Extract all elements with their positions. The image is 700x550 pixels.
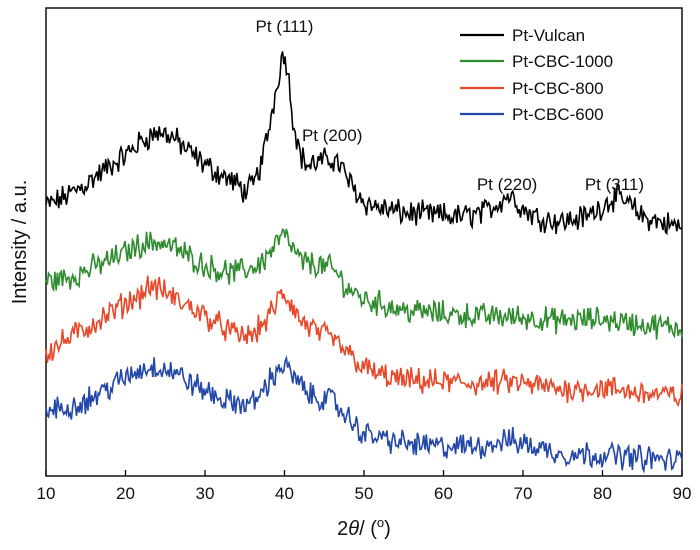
peak-label-pt-220: Pt (220)	[477, 175, 537, 194]
peak-label-pt-311: Pt (311)	[585, 175, 644, 194]
x-axis-label-degree: o	[377, 515, 384, 530]
peak-label-pt-111: Pt (111)	[256, 17, 314, 36]
peak-label-pt-200: Pt (200)	[302, 126, 362, 145]
series-line-pt-cbc-1000	[45, 228, 683, 340]
legend-label-pt-cbc-1000: Pt-CBC-1000	[512, 52, 613, 71]
x-axis-label-theta: θ	[348, 518, 359, 540]
x-tick-label: 20	[116, 484, 135, 503]
x-ticks: 10 20 30 40 50 60 70 80 90	[37, 470, 692, 503]
x-tick-label: 70	[514, 484, 533, 503]
x-tick-label: 50	[355, 484, 374, 503]
x-tick-label: 60	[434, 484, 453, 503]
legend-label-pt-cbc-800: Pt-CBC-800	[512, 79, 604, 98]
legend: Pt-Vulcan Pt-CBC-1000 Pt-CBC-800 Pt-CBC-…	[460, 26, 613, 124]
x-axis-label: 2θ/ (o)	[337, 515, 391, 540]
series-line-pt-cbc-600	[45, 354, 683, 474]
series-line-pt-vulcan	[45, 51, 683, 236]
x-axis-label-rest: / (	[359, 518, 377, 540]
x-tick-label: 90	[673, 484, 692, 503]
legend-label-pt-vulcan: Pt-Vulcan	[512, 26, 585, 45]
x-tick-label: 10	[37, 484, 56, 503]
series-layer	[45, 51, 683, 474]
legend-label-pt-cbc-600: Pt-CBC-600	[512, 105, 604, 124]
x-axis-label-close: )	[384, 518, 391, 540]
x-tick-label: 80	[593, 484, 612, 503]
peak-annotations: Pt (111) Pt (200) Pt (220) Pt (311)	[256, 17, 645, 194]
x-axis-label-main: 2	[337, 518, 348, 540]
x-tick-label: 30	[196, 484, 215, 503]
y-axis-label: Intensity / a.u.	[9, 180, 31, 305]
x-tick-label: 40	[275, 484, 294, 503]
series-line-pt-cbc-800	[45, 275, 683, 408]
